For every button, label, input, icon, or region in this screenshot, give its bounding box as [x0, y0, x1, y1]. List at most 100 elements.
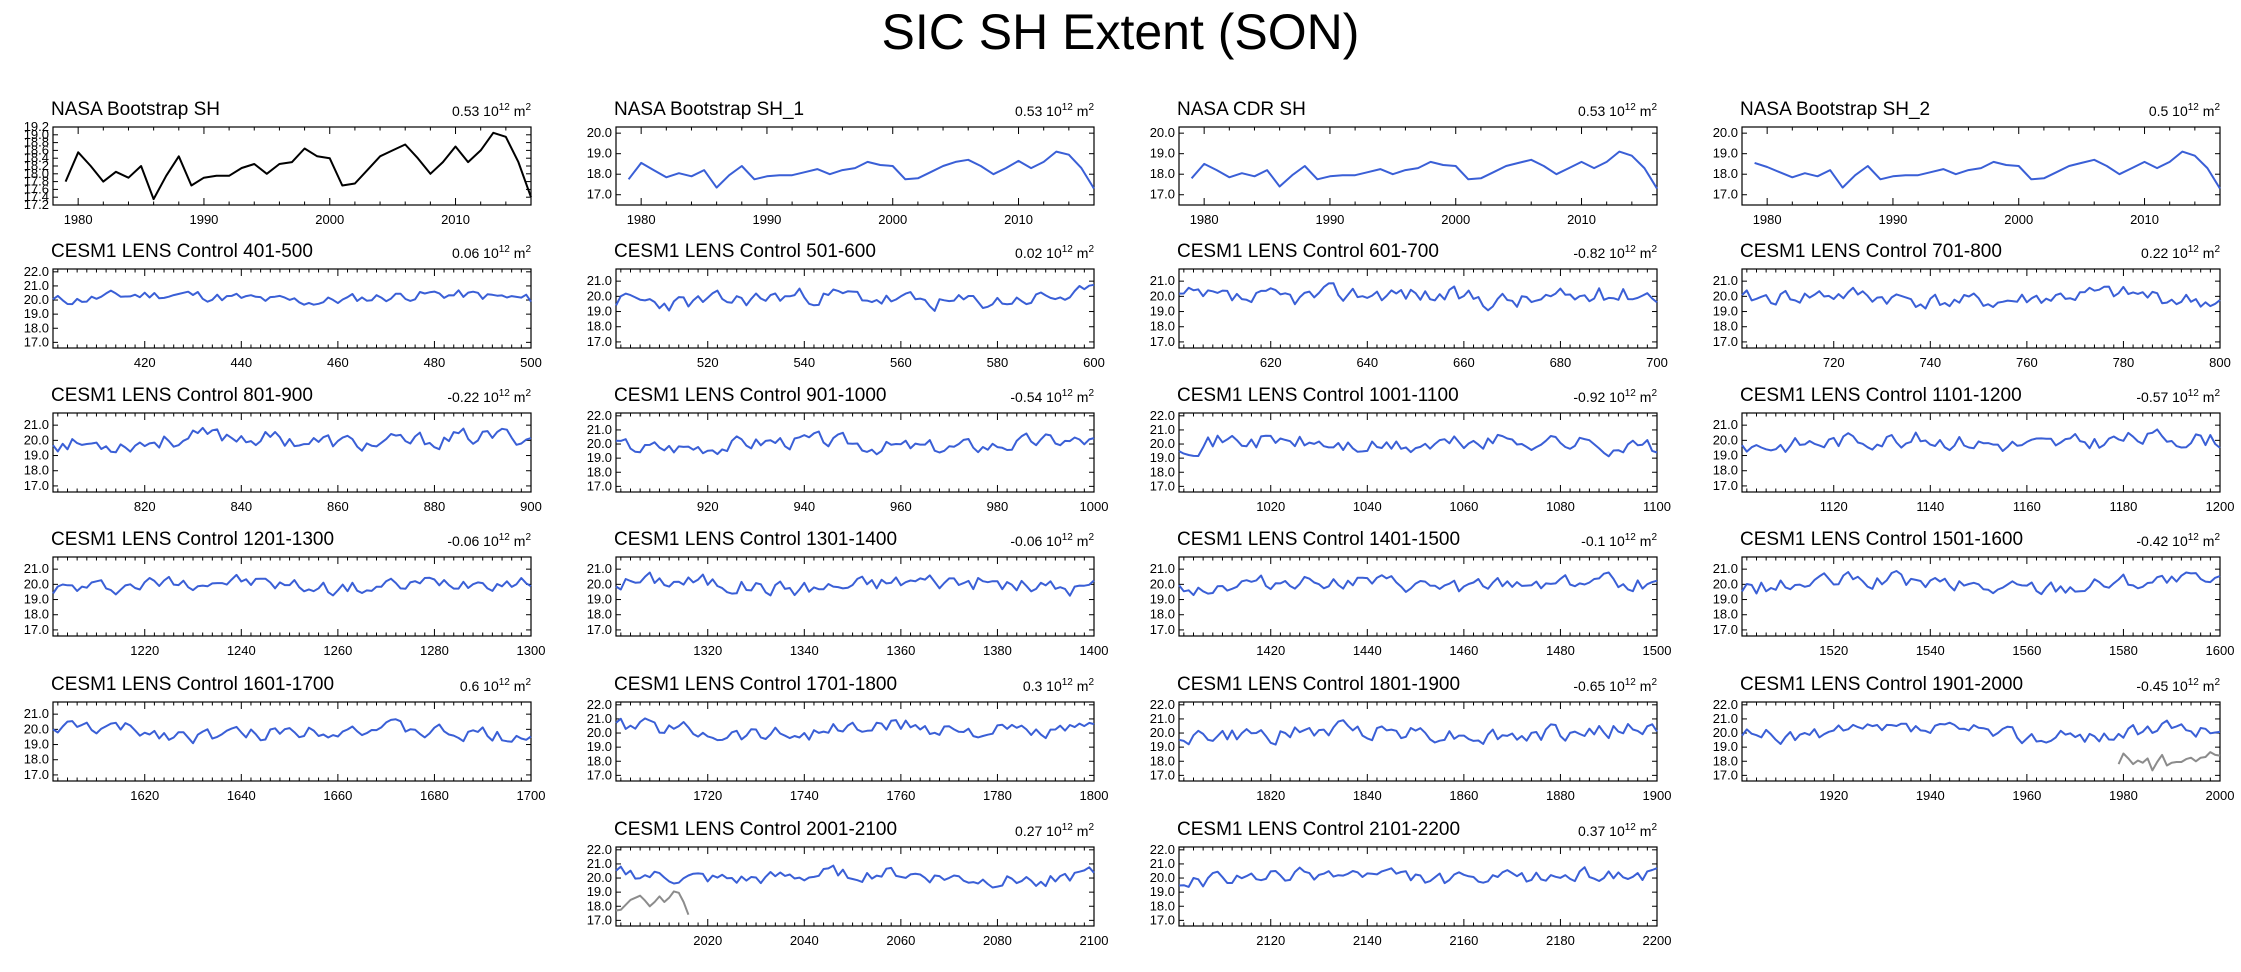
trend-label: 0.53 1012 m2: [1578, 102, 1657, 119]
y-tick-label: 18.8: [24, 135, 49, 150]
trend-label: 0.02 1012 m2: [1015, 244, 1094, 261]
y-tick-label: 18.0: [24, 752, 49, 767]
y-tick-label: 21.0: [1150, 561, 1175, 576]
trend-label: -0.45 1012 m2: [2136, 677, 2220, 694]
panel-title: CESM1 LENS Control 1501-1600: [1740, 529, 2023, 550]
trend-label: 0.53 1012 m2: [1015, 102, 1094, 119]
chart-panel: CESM1 LENS Control 1001-1100 -0.92 1012 m…: [1150, 385, 1671, 514]
x-tick-label: 1980: [1190, 212, 1219, 227]
panel-title: CESM1 LENS Control 1301-1400: [614, 529, 897, 550]
y-tick-label: 18.0: [1713, 319, 1738, 334]
y-tick-label: 17.0: [587, 187, 612, 202]
y-tick-label: 20.0: [587, 576, 612, 591]
panel-title: CESM1 LENS Control 1901-2000: [1740, 674, 2023, 695]
trend-label: -0.1 1012 m2: [1581, 532, 1657, 549]
trend-label: -0.82 1012 m2: [1573, 244, 1657, 261]
plot-frame: [615, 701, 1095, 782]
series-line: [615, 571, 1095, 597]
plot-frame: [615, 556, 1095, 637]
y-tick-label: 18.0: [24, 607, 49, 622]
chart-panel: CESM1 LENS Control 401-500 0.06 1012 m2 17…: [24, 241, 542, 370]
trend-label: 0.6 1012 m2: [460, 677, 532, 694]
y-tick-label: 19.0: [587, 739, 612, 754]
x-tick-label: 1140: [1916, 499, 1944, 514]
x-tick-label: 2010: [1004, 212, 1033, 227]
plot-frame: [1741, 268, 2221, 349]
x-tick-label: 1980: [2109, 788, 2138, 803]
y-tick-label: 18.6: [24, 142, 49, 157]
panel-title: CESM1 LENS Control 1701-1800: [614, 674, 897, 695]
x-tick-label: 660: [1453, 355, 1475, 370]
y-tick-label: 20.0: [1150, 725, 1175, 740]
chart-panel: CESM1 LENS Control 1701-1800 0.3 1012 m2 1…: [587, 674, 1109, 803]
series-line: [615, 430, 1095, 456]
x-tick-label: 1780: [983, 788, 1012, 803]
trend-label: -0.65 1012 m2: [1573, 677, 1657, 694]
x-tick-label: 1300: [517, 643, 546, 658]
x-tick-label: 1220: [130, 643, 159, 658]
x-tick-label: 620: [1260, 355, 1282, 370]
panel-title: CESM1 LENS Control 1801-1900: [1177, 674, 1460, 695]
x-tick-label: 2000: [2206, 788, 2235, 803]
y-tick-label: 22.0: [587, 697, 612, 712]
x-tick-label: 2040: [790, 933, 819, 948]
y-tick-label: 19.0: [1713, 146, 1738, 161]
y-tick-label: 20.0: [1150, 288, 1175, 303]
x-tick-label: 1420: [1256, 643, 1285, 658]
x-tick-label: 1920: [1819, 788, 1848, 803]
y-tick-label: 19.0: [1713, 739, 1738, 754]
trend-label: -0.57 1012 m2: [2136, 388, 2220, 405]
y-tick-label: 21.0: [587, 711, 612, 726]
y-tick-label: 19.0: [587, 146, 612, 161]
panel-title: CESM1 LENS Control 2001-2100: [614, 819, 897, 840]
x-tick-label: 900: [520, 499, 542, 514]
series-line: [1741, 719, 2221, 745]
chart-panel: CESM1 LENS Control 1101-1200 -0.57 1012 m…: [1713, 385, 2235, 514]
y-tick-label: 20.0: [24, 292, 49, 307]
y-tick-label: 19.0: [587, 884, 612, 899]
y-tick-label: 18.0: [1150, 607, 1175, 622]
overlay-line: [615, 890, 690, 916]
x-tick-label: 1080: [1546, 499, 1575, 514]
plot-frame: [52, 126, 532, 206]
y-tick-label: 22.0: [1150, 408, 1175, 423]
y-tick-label: 20.0: [1150, 576, 1175, 591]
x-tick-label: 2160: [1449, 933, 1478, 948]
y-tick-label: 20.0: [1713, 576, 1738, 591]
trend-label: -0.54 1012 m2: [1010, 388, 1094, 405]
y-tick-label: 21.0: [1713, 561, 1738, 576]
x-tick-label: 1960: [2012, 788, 2041, 803]
y-tick-label: 17.0: [587, 334, 612, 349]
x-tick-label: 1990: [1878, 212, 1907, 227]
trend-label: -0.22 1012 m2: [447, 388, 531, 405]
trend-label: 0.27 1012 m2: [1015, 822, 1094, 839]
x-tick-label: 1440: [1353, 643, 1382, 658]
x-tick-label: 1240: [227, 643, 256, 658]
y-tick-label: 18.4: [24, 150, 49, 165]
y-tick-label: 17.0: [587, 767, 612, 782]
x-tick-label: 1340: [790, 643, 819, 658]
x-tick-label: 480: [424, 355, 446, 370]
y-tick-label: 20.0: [587, 125, 612, 140]
x-tick-label: 1260: [323, 643, 352, 658]
x-tick-label: 1000: [1080, 499, 1109, 514]
x-tick-label: 1500: [1643, 643, 1672, 658]
x-tick-label: 1200: [2206, 499, 2235, 514]
y-tick-label: 19.0: [1150, 146, 1175, 161]
y-tick-label: 17.4: [24, 189, 49, 204]
chart-panel: CESM1 LENS Control 901-1000 -0.54 1012 m2…: [587, 385, 1109, 514]
y-tick-label: 17.0: [1713, 622, 1738, 637]
x-tick-label: 2010: [441, 212, 470, 227]
x-tick-label: 2060: [886, 933, 915, 948]
y-tick-label: 18.0: [24, 463, 49, 478]
chart-panel: CESM1 LENS Control 1401-1500 -0.1 1012 m2…: [1150, 529, 1672, 658]
plot-frame: [615, 126, 1095, 206]
y-tick-label: 18.0: [587, 319, 612, 334]
y-tick-label: 20.0: [24, 721, 49, 736]
series-line: [52, 718, 532, 745]
x-tick-label: 1990: [189, 212, 218, 227]
y-tick-label: 20.0: [1713, 432, 1738, 447]
y-tick-label: 20.0: [24, 576, 49, 591]
series-line: [52, 573, 532, 597]
y-tick-label: 19.0: [587, 304, 612, 319]
